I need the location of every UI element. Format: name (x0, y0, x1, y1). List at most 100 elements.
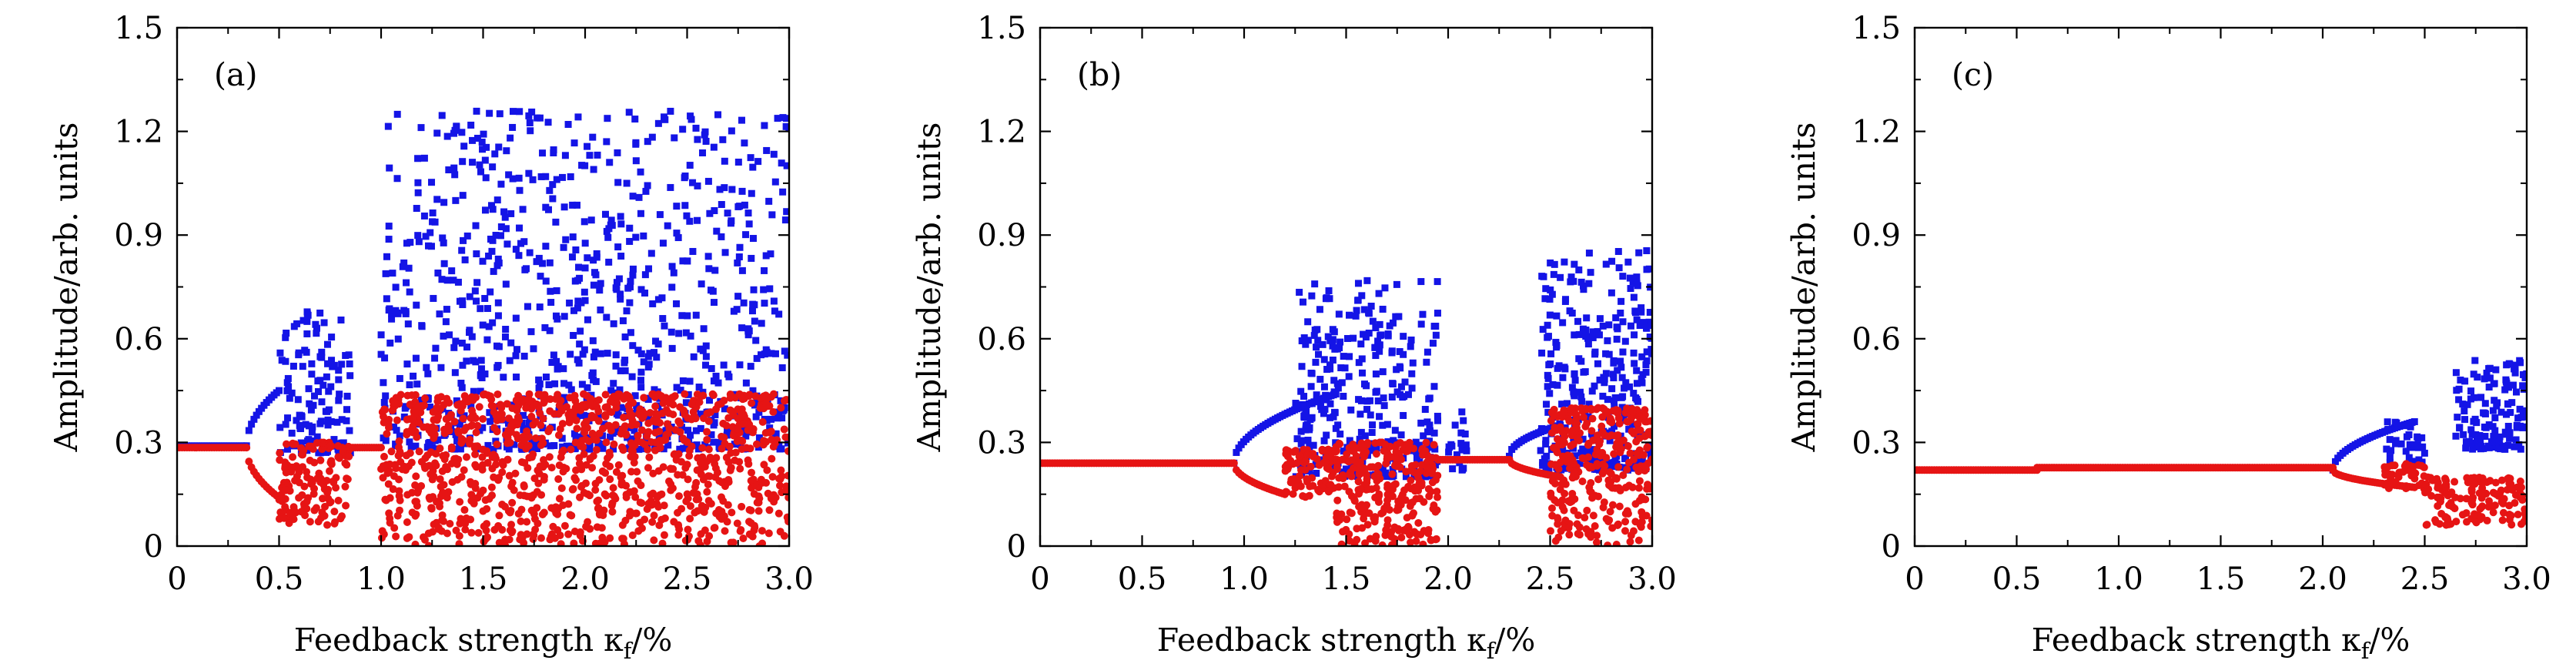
data-point (721, 405, 728, 413)
data-point (1331, 345, 1339, 353)
data-point (593, 250, 601, 257)
data-point (1323, 294, 1330, 302)
data-point (604, 115, 611, 122)
data-point (613, 279, 621, 287)
data-point (554, 363, 562, 370)
data-point (1580, 282, 1587, 290)
data-point (701, 128, 709, 136)
data-point (1604, 541, 1612, 546)
data-point (615, 275, 623, 283)
data-point (749, 235, 757, 243)
data-point (442, 463, 450, 471)
data-point (1354, 478, 1363, 486)
data-point (1372, 352, 1380, 360)
data-point (1388, 492, 1397, 501)
data-point (755, 434, 763, 441)
data-point (2400, 422, 2408, 430)
data-point (749, 387, 757, 394)
data-point (1392, 447, 1400, 456)
data-point (469, 159, 477, 166)
data-point (687, 332, 694, 340)
data-point (1643, 348, 1651, 356)
data-point (687, 116, 695, 123)
data-point (1320, 437, 1328, 444)
data-point (2507, 409, 2514, 417)
data-point (1611, 422, 1618, 430)
data-point (783, 162, 789, 169)
data-point (1461, 430, 1469, 437)
data-point (1331, 408, 1339, 416)
data-point (1610, 374, 1618, 382)
data-point (288, 463, 296, 471)
data-point (1407, 343, 1414, 350)
data-point (735, 253, 743, 261)
data-point (1605, 350, 1613, 358)
data-point (668, 263, 676, 270)
data-point (1407, 538, 1415, 546)
data-point (592, 377, 600, 385)
data-point (710, 377, 718, 385)
data-point (2492, 438, 2500, 446)
data-point (458, 384, 466, 391)
data-point (772, 430, 780, 437)
data-point (561, 152, 569, 159)
data-point (583, 391, 591, 400)
data-point (574, 412, 581, 420)
data-point (623, 307, 631, 315)
data-point (2428, 476, 2437, 484)
data-point (327, 460, 336, 468)
data-point (537, 173, 545, 180)
data-point (536, 114, 544, 122)
data-point (346, 427, 353, 434)
data-point (1385, 505, 1393, 514)
data-point (2452, 369, 2460, 377)
data-point (443, 529, 451, 538)
data-point (1643, 444, 1651, 452)
data-point (1457, 440, 1465, 447)
data-point (1353, 525, 1361, 533)
data-point (1554, 498, 1562, 507)
data-point (2447, 498, 2455, 507)
data-point (1375, 490, 1383, 498)
data-point (2491, 414, 2499, 421)
data-point (2488, 444, 2496, 451)
data-point (588, 413, 597, 421)
data-point (2516, 477, 2524, 485)
data-point (502, 225, 510, 233)
data-point (644, 464, 652, 472)
data-point (403, 360, 411, 368)
data-point (557, 484, 566, 492)
data-point (481, 294, 489, 302)
data-point (467, 121, 475, 129)
data-point (1634, 484, 1643, 492)
data-point (666, 464, 674, 473)
data-point (530, 474, 539, 483)
data-point (664, 222, 671, 230)
data-point (673, 300, 681, 307)
data-point (338, 444, 346, 452)
data-point (1379, 465, 1387, 473)
data-point (451, 171, 459, 179)
series-minima (1040, 404, 1652, 546)
data-point (631, 392, 639, 400)
data-point (752, 413, 760, 421)
data-point (567, 350, 574, 358)
y-tick-label: 0 (1007, 529, 1026, 565)
data-point (385, 223, 393, 230)
data-point (742, 379, 750, 387)
data-point (443, 277, 451, 284)
data-point (2499, 508, 2507, 517)
data-point (298, 491, 306, 499)
data-point (1334, 421, 1342, 429)
data-point (594, 396, 603, 404)
data-point (514, 434, 522, 443)
data-point (2517, 520, 2525, 528)
data-point (428, 444, 436, 451)
data-point (1542, 440, 1550, 447)
data-point (2481, 433, 2489, 441)
data-point (708, 390, 717, 398)
data-point (1350, 334, 1357, 342)
data-point (1621, 518, 1630, 526)
data-point (687, 431, 694, 439)
data-point (2434, 484, 2442, 492)
